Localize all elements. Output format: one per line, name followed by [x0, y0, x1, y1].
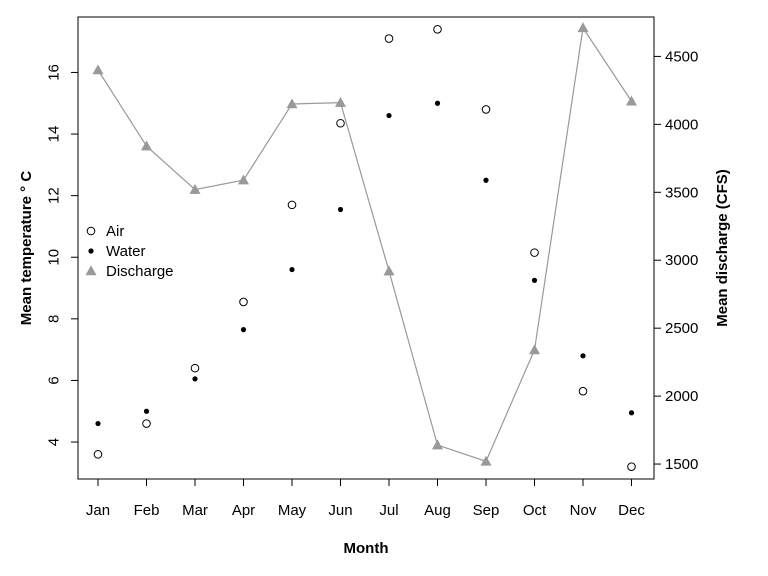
- legend-label: Air: [106, 223, 124, 240]
- y-left-tick-label: 16: [45, 64, 62, 81]
- plot-frame: [77, 16, 655, 480]
- y-right-tick-label: 2500: [665, 320, 698, 337]
- x-tick-label: Oct: [523, 502, 547, 519]
- water-point: [289, 266, 295, 273]
- x-tick-label: Jun: [328, 502, 352, 519]
- water-point: [434, 100, 441, 106]
- water-point: [386, 112, 392, 119]
- y-left-axis: 4 6 8 10 12 14 16: [45, 64, 78, 446]
- y-right-tick-label: 4500: [665, 48, 698, 65]
- air-point: [433, 25, 442, 34]
- water-point: [240, 327, 247, 333]
- discharge-point: [625, 95, 638, 106]
- x-tick-label: Dec: [618, 502, 645, 519]
- discharge-point: [286, 98, 298, 109]
- x-tick-label: May: [278, 502, 307, 519]
- legend: Air Water Discharge: [85, 223, 174, 280]
- y-right-tick-label: 3500: [665, 184, 698, 201]
- x-axis-title: Month: [344, 540, 389, 557]
- discharge-point: [431, 439, 444, 450]
- water-point: [143, 408, 150, 414]
- water-point: [531, 277, 538, 283]
- x-tick-label: Jul: [379, 502, 398, 519]
- y-right-tick-label: 3000: [665, 252, 698, 269]
- water-point: [580, 353, 586, 359]
- water-point: [192, 376, 198, 382]
- series-layer: [92, 22, 638, 471]
- y-right-tick-label: 2000: [665, 388, 698, 405]
- discharge-point: [383, 265, 395, 276]
- x-tick-label: Apr: [232, 502, 255, 519]
- y-left-tick-label: 12: [45, 187, 62, 204]
- air-point: [93, 450, 103, 459]
- air-point: [530, 248, 539, 257]
- air-point: [384, 34, 394, 43]
- water-point: [628, 410, 635, 416]
- discharge-point: [92, 64, 104, 75]
- y-left-tick-label: 6: [45, 376, 62, 384]
- x-tick-label: Mar: [182, 502, 208, 519]
- air-point: [336, 118, 345, 128]
- x-tick-label: Feb: [134, 502, 160, 519]
- air-point: [481, 105, 491, 114]
- air-point: [578, 386, 588, 396]
- air-point: [190, 363, 200, 373]
- legend-label: Discharge: [106, 263, 174, 280]
- y-left-axis-title: Mean temperature ° C: [18, 171, 35, 326]
- discharge-point: [480, 455, 492, 466]
- discharge-point: [189, 183, 201, 194]
- air-point: [239, 297, 248, 307]
- water-point: [95, 420, 101, 427]
- y-left-tick-label: 14: [45, 126, 62, 143]
- x-tick-label: Sep: [473, 502, 500, 519]
- y-left-tick-label: 4: [45, 438, 62, 446]
- x-tick-label: Aug: [424, 502, 451, 519]
- water-point: [483, 177, 489, 183]
- x-tick-label: Nov: [570, 502, 597, 519]
- legend-water-symbol: [88, 248, 94, 254]
- x-axis: Jan Feb Mar Apr May Jun Jul Aug Sep Oct Nov Dec: [86, 479, 645, 519]
- air-point: [627, 462, 636, 471]
- legend-air-symbol: [86, 226, 96, 236]
- air-point: [142, 419, 151, 428]
- air-point: [287, 200, 297, 210]
- y-right-axis-title: Mean discharge (CFS): [714, 169, 731, 327]
- x-tick-label: Jan: [86, 502, 110, 519]
- discharge-point: [577, 22, 589, 33]
- discharge-point: [237, 174, 250, 185]
- discharge-point: [528, 344, 541, 355]
- y-right-axis: 1500 2000 2500 3000 3500 4000 4500: [654, 48, 698, 473]
- discharge-line: [97, 26, 633, 463]
- y-right-tick-label: 4000: [665, 116, 698, 133]
- legend-label: Water: [106, 243, 145, 260]
- legend-discharge-symbol: [85, 265, 97, 276]
- discharge-point: [140, 140, 153, 151]
- y-right-tick-label: 1500: [665, 456, 698, 473]
- discharge-point: [334, 96, 347, 107]
- y-left-tick-label: 10: [45, 249, 62, 266]
- y-left-tick-label: 8: [45, 315, 62, 323]
- water-point: [337, 206, 344, 213]
